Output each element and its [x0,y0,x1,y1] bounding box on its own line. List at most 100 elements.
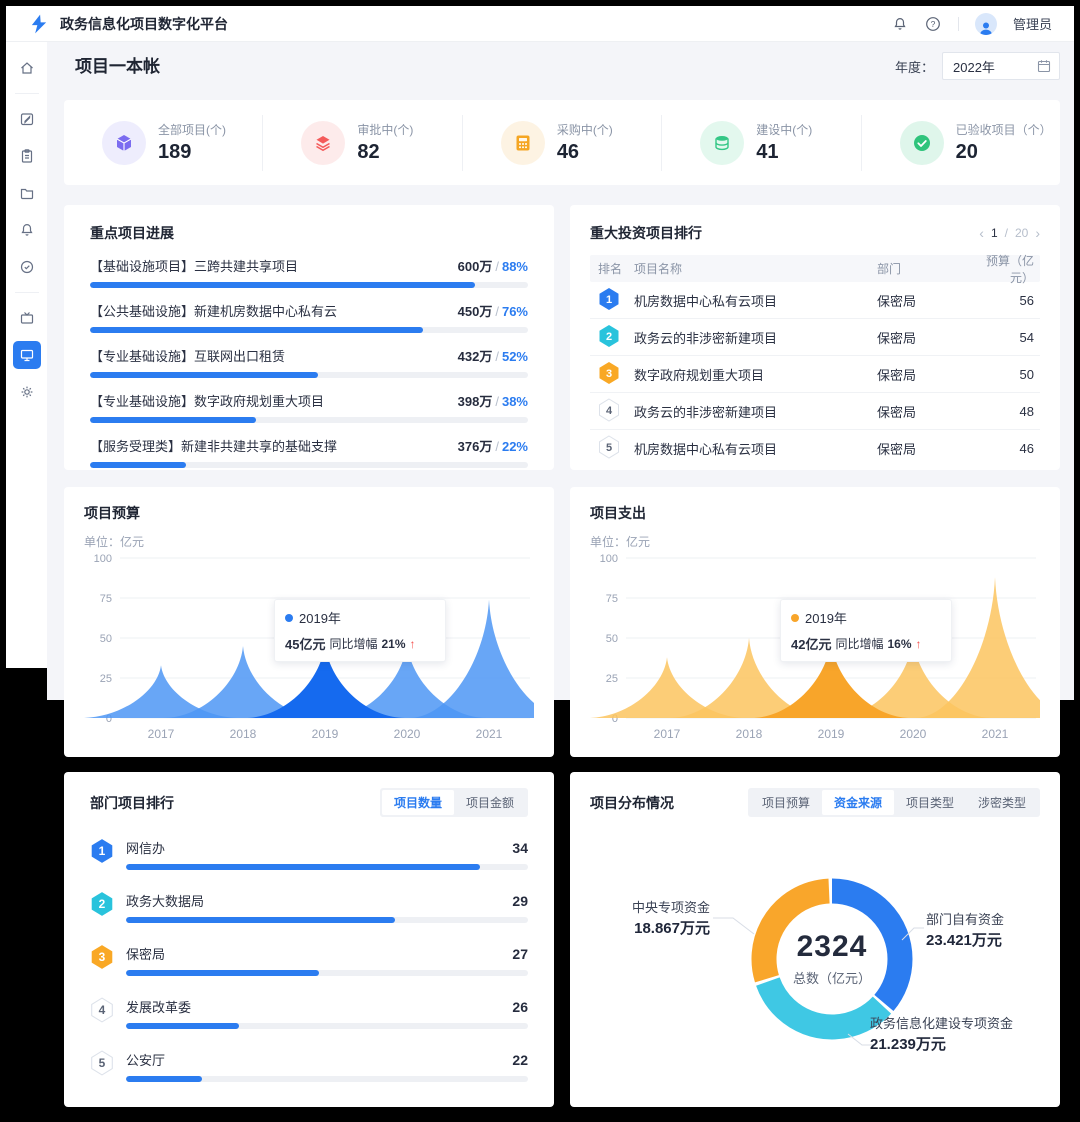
gear-icon[interactable] [13,378,41,406]
svg-text:2020: 2020 [394,727,421,741]
progress-track [90,282,528,288]
progress-item: 【公共基础设施】新建机房数据中心私有云 450万/76% [90,301,528,333]
progress-track [90,462,528,468]
tooltip-value: 42亿元 [791,637,832,652]
tab-project-budget[interactable]: 项目预算 [761,796,810,810]
avatar[interactable] [974,12,997,35]
segment-label-dept: 部门自有资金 23.421万元 [926,912,1005,949]
stat-value: 20 [955,141,978,163]
navbar-divider [957,16,959,31]
sidebar-divider [14,292,39,293]
progress-item: 【基础设施项目】三跨共建共享项目 600万/88% [90,256,528,288]
table-row: 5 机房数据中心私有云项目 保密局 46 [590,430,1040,466]
prev-page-button[interactable]: ‹ [979,225,984,241]
project-name: 【专业基础设施】互联网出口租赁 [90,349,286,364]
stat-all-projects: 全部项目(个) 189 [64,115,262,171]
stat-value: 189 [158,141,192,163]
pagination: ‹ 1 / 20 › [979,226,1040,240]
dept-value: 27 [512,946,528,962]
svg-text:75: 75 [100,593,112,605]
sidebar-divider [14,93,39,94]
svg-text:25: 25 [606,673,618,685]
table-row: 1 机房数据中心私有云项目 保密局 56 [590,282,1040,319]
question-icon[interactable]: ? [925,15,942,32]
progress-fill [90,417,257,423]
home-icon[interactable] [13,54,41,82]
cell-project-name: 政务云的非涉密新建项目 [634,330,778,346]
rank-row: 5 公安厅 22 [90,1050,528,1082]
folder-icon[interactable] [13,179,41,207]
monitor-icon[interactable] [12,341,41,369]
next-page-button[interactable]: › [1035,225,1040,241]
bar-fill [126,970,319,976]
stat-label: 已验收项目（个） [955,123,1052,137]
project-name: 【专业基础设施】数字政府规划重大项目 [90,394,325,409]
page-title: 项目一本帐 [75,57,160,76]
svg-text:2019: 2019 [312,727,339,741]
progress-track [90,417,528,423]
distribution-panel: 项目分布情况 项目预算 资金来源 项目类型 涉密类型 2324 总数（亿元） 中… [570,772,1060,1107]
col-budget: 预算（亿元） [985,253,1034,285]
progress-item: 【专业基础设施】数字政府规划重大项目 398万/38% [90,391,528,423]
tv-icon[interactable] [13,304,41,332]
bell-icon[interactable] [13,216,41,244]
tooltip-value: 45亿元 [285,637,326,652]
tab-project-amount[interactable]: 项目金额 [465,796,514,810]
up-arrow-icon: ↑ [409,636,416,651]
year-select[interactable]: 2022年 [942,52,1060,80]
tooltip-growth: 21% [381,636,406,651]
svg-text:0: 0 [106,713,112,725]
progress-fill [90,372,318,378]
dept-name: 公安厅 [126,1053,166,1068]
app-logo-icon [31,14,47,33]
rank-badge: 4 [91,997,113,1023]
svg-text:4: 4 [99,1003,106,1017]
tooltip-growth-label: 同比增幅 [329,637,378,651]
edit-icon[interactable] [13,105,41,133]
svg-text:1: 1 [99,844,106,858]
progress-fill [90,282,476,288]
stat-label: 采购中(个) [556,123,613,137]
budget-chart-panel: 项目预算 单位：亿元 0 25 50 75 100 2017 2018 2019 2020 202… [64,487,569,757]
rank-row: 2 政务大数据局 29 [90,891,528,923]
expense-chart-panel: 项目支出 单位：亿元 0 25 50 75 100 2017 2018 2019 2020 202… [570,487,1075,757]
clock-check-icon[interactable] [13,253,41,281]
tab-secret-type[interactable]: 涉密类型 [977,796,1026,810]
project-amount: 398万 [457,394,493,409]
clipboard-icon[interactable] [13,142,41,170]
app-title: 政务信息化项目数字化平台 [60,15,228,32]
tab-project-type[interactable]: 项目类型 [905,796,954,810]
table-row: 4 政务云的非涉密新建项目 保密局 48 [590,393,1040,430]
panel-title: 项目预算 [84,505,140,521]
svg-text:5: 5 [606,441,612,453]
tab-fund-source[interactable]: 资金来源 [821,790,894,815]
cell-budget: 56 [1019,292,1034,308]
rank-badge: 5 [599,434,619,459]
cell-budget: 46 [1019,440,1034,456]
check-circle-icon [899,120,944,165]
calculator-icon [500,120,545,165]
svg-text:2019: 2019 [818,727,845,741]
svg-text:75: 75 [606,593,618,605]
budget-area-chart: 0 25 50 75 100 2017 2018 2019 2020 2021 [81,553,569,741]
separator: / [495,304,499,319]
stat-label: 审批中(个) [357,123,414,137]
layers-icon [301,120,346,165]
chart-tooltip: 2019年 45亿元 同比增幅 21% ↑ [274,599,446,662]
rank-badge: 5 [91,1050,113,1076]
rank-badge: 1 [599,287,619,310]
donut-chart: 2324 总数（亿元） 中央专项资金 18.867万元 部门自有资金 23.421万… [570,772,1060,1107]
cell-project-name: 机房数据中心私有云项目 [634,441,778,457]
bell-icon[interactable] [892,15,909,32]
dept-value: 22 [512,1052,528,1068]
stat-label: 建设中(个) [756,123,813,137]
svg-text:50: 50 [100,633,112,645]
svg-text:2018: 2018 [230,727,257,741]
chart-tooltip: 2019年 42亿元 同比增幅 16% ↑ [780,599,952,662]
investment-ranking-panel: 重大投资项目排行 ‹ 1 / 20 › 排名 项目名称 部门 预算（亿元） 1 … [570,205,1060,470]
user-name[interactable]: 管理员 [1012,17,1052,32]
project-amount: 450万 [457,304,493,319]
col-name: 项目名称 [634,262,683,276]
cell-dept: 保密局 [877,330,917,346]
tab-project-count[interactable]: 项目数量 [381,790,454,815]
